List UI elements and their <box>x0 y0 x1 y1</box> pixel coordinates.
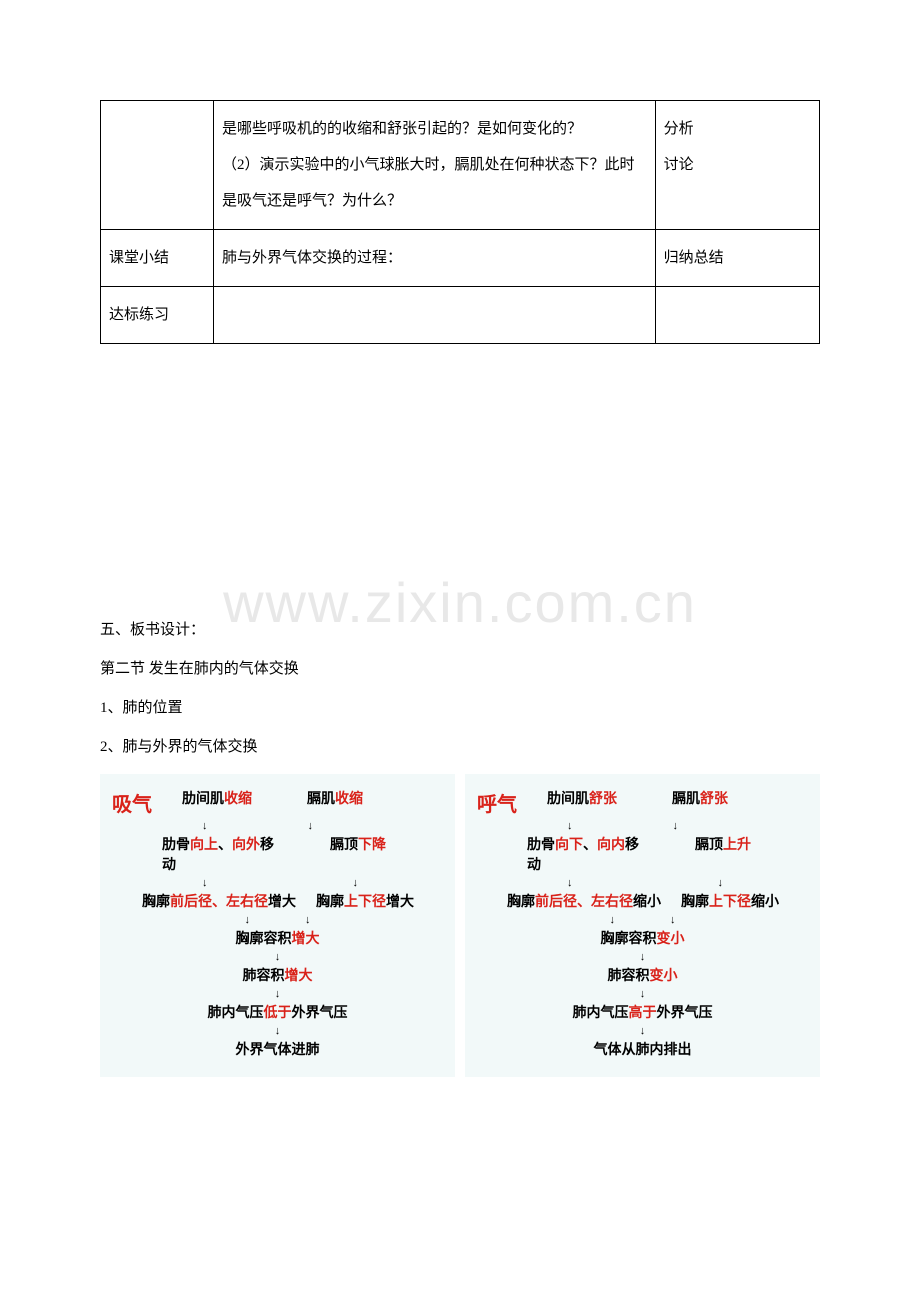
arrow-down: ↓ <box>477 1026 808 1037</box>
cell-method <box>655 287 819 344</box>
cell-content <box>213 287 655 344</box>
flowchart-title: 吸气 <box>112 788 152 817</box>
arrow-down: ↓ <box>112 952 443 963</box>
cell-content: 是哪些呼吸机的的收缩和舒张引起的？是如何变化的？ （2）演示实验中的小气球胀大时… <box>213 101 655 230</box>
table-row: 达标练习 <box>101 287 820 344</box>
cell-topic: 达标练习 <box>101 287 214 344</box>
flow-node: 肋间肌收缩 <box>182 788 252 808</box>
section-title: 第二节 发生在肺内的气体交换 <box>100 653 820 686</box>
table-row: 课堂小结 肺与外界气体交换的过程： 归纳总结 <box>101 230 820 287</box>
flow-node: 膈肌收缩 <box>307 788 363 808</box>
arrow-row: ↓↓ <box>202 878 443 889</box>
arrow-row: ↓↓ <box>202 821 443 832</box>
flow-node: 胸廓上下径增大 <box>316 891 414 911</box>
flow-node: 膈肌舒张 <box>672 788 728 808</box>
flow-node: 胸廓前后径、左右径缩小 <box>507 891 661 911</box>
node-text-red: 收缩 <box>335 792 363 807</box>
flowchart-exhale: 呼气 肋间肌舒张 膈肌舒张 ↓↓ 肋骨向下、向内移动 膈顶上升 ↓↓ 胸廓前后径… <box>465 774 820 1077</box>
flow-node: 肺容积增大 <box>112 965 443 985</box>
arrow-merge: ↓ ↓ <box>112 915 443 926</box>
cell-topic <box>101 101 214 230</box>
flow-node: 外界气体进肺 <box>112 1039 443 1059</box>
arrow-row: ↓↓ <box>567 878 808 889</box>
flow-node: 肋间肌舒张 <box>547 788 617 808</box>
body-text-section: 五、板书设计： 第二节 发生在肺内的气体交换 1、肺的位置 2、肺与外界的气体交… <box>100 614 820 764</box>
cell-text: 分析 <box>664 121 694 137</box>
flow-node: 肋骨向下、向内移动 <box>527 834 640 874</box>
flow-node: 胸廓容积增大 <box>112 928 443 948</box>
flow-node: 肋骨向上、向外移动 <box>162 834 275 874</box>
arrow-down: ↓ <box>112 1026 443 1037</box>
flow-node: 膈顶上升 <box>695 834 808 874</box>
arrow-down: ↓ <box>477 952 808 963</box>
node-text: 肋间肌 <box>182 792 224 807</box>
arrow-merge: ↓ ↓ <box>477 915 808 926</box>
node-text-red: 收缩 <box>224 792 252 807</box>
watermark-text: www.zixin.com.cn <box>223 570 697 635</box>
cell-text: 是哪些呼吸机的的收缩和舒张引起的？是如何变化的？ <box>222 121 582 137</box>
flow-node: 胸廓前后径、左右径增大 <box>142 891 296 911</box>
list-item-2: 2、肺与外界的气体交换 <box>100 731 820 764</box>
cell-topic: 课堂小结 <box>101 230 214 287</box>
arrow-down: ↓ <box>477 989 808 1000</box>
flowchart-title: 呼气 <box>477 788 517 817</box>
cell-method: 分析 讨论 <box>655 101 819 230</box>
lesson-table: 是哪些呼吸机的的收缩和舒张引起的？是如何变化的？ （2）演示实验中的小气球胀大时… <box>100 100 820 344</box>
flow-node: 膈顶下降 <box>330 834 443 874</box>
cell-text: 讨论 <box>664 157 694 173</box>
flowchart-inhale: 吸气 肋间肌收缩 膈肌收缩 ↓↓ 肋骨向上、向外移动 膈顶下降 ↓↓ 胸廓前后径… <box>100 774 455 1077</box>
node-text: 膈肌 <box>307 792 335 807</box>
flow-node: 肺内气压低于外界气压 <box>112 1002 443 1022</box>
flow-node: 胸廓上下径缩小 <box>681 891 779 911</box>
flowchart-container: 吸气 肋间肌收缩 膈肌收缩 ↓↓ 肋骨向上、向外移动 膈顶下降 ↓↓ 胸廓前后径… <box>100 774 820 1077</box>
cell-method: 归纳总结 <box>655 230 819 287</box>
table-row: 是哪些呼吸机的的收缩和舒张引起的？是如何变化的？ （2）演示实验中的小气球胀大时… <box>101 101 820 230</box>
arrow-row: ↓↓ <box>567 821 808 832</box>
flow-node: 肺内气压高于外界气压 <box>477 1002 808 1022</box>
flow-node: 气体从肺内排出 <box>477 1039 808 1059</box>
flow-node: 胸廓容积变小 <box>477 928 808 948</box>
arrow-down: ↓ <box>112 989 443 1000</box>
list-item-1: 1、肺的位置 <box>100 692 820 725</box>
flow-node: 肺容积变小 <box>477 965 808 985</box>
cell-text: （2）演示实验中的小气球胀大时，膈肌处在何种状态下？此时是吸气还是呼气？为什么？ <box>222 157 635 209</box>
cell-content: 肺与外界气体交换的过程： <box>213 230 655 287</box>
